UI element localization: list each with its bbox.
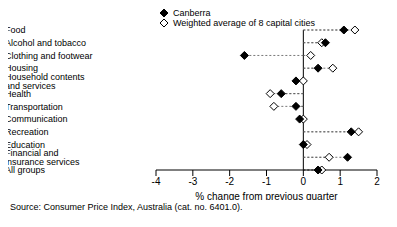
svg-text:1: 1 [337, 176, 343, 187]
svg-text:Communication: Communication [8, 114, 68, 124]
svg-text:Transportation: Transportation [8, 102, 63, 112]
svg-text:% change from previous quarter: % change from previous quarter [195, 191, 338, 200]
svg-text:0: 0 [301, 176, 307, 187]
svg-text:Alcohol and tobacco: Alcohol and tobacco [8, 38, 86, 48]
html-text:Canberra: Canberra [173, 8, 211, 18]
svg-text:Food: Food [8, 25, 26, 35]
html-text:Source: Consumer Price Index,: Source: Consumer Price Index, Australia … [10, 202, 243, 212]
svg-text:-1: -1 [262, 176, 271, 187]
svg-text:-2: -2 [225, 176, 234, 187]
html-text:Weighted average of 8 capital: Weighted average of 8 capital cities [173, 18, 315, 28]
svg-text:-3: -3 [188, 176, 197, 187]
svg-text:-4: -4 [152, 176, 161, 187]
svg-text:Household contentsand services: Household contentsand services [8, 72, 85, 91]
svg-text:Recreation: Recreation [8, 127, 49, 137]
svg-text:Clothing and footwear: Clothing and footwear [8, 51, 93, 61]
svg-text:All groups: All groups [8, 165, 46, 175]
svg-text:2: 2 [374, 176, 380, 187]
svg-text:Health: Health [8, 89, 31, 99]
svg-text:Financial andinsurance service: Financial andinsurance services [8, 148, 80, 167]
